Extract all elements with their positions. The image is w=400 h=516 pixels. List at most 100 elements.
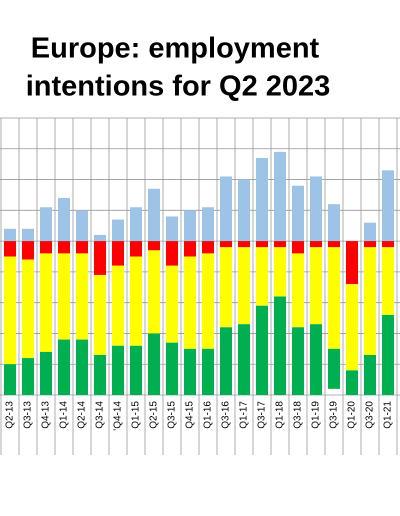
bar-segment <box>4 241 16 257</box>
bar-segment <box>40 253 52 352</box>
x-tick-label: Q3-15 <box>167 401 178 429</box>
x-tick-label: Q2-15 <box>149 401 160 429</box>
bar-segment <box>76 253 88 340</box>
bar-segment <box>184 348 196 395</box>
bar-segment <box>76 210 88 242</box>
bar-segment <box>22 259 34 359</box>
bar-segment <box>94 274 106 355</box>
bar-segment <box>202 253 214 349</box>
bar-segment <box>274 247 286 297</box>
bar-segment <box>382 241 394 248</box>
bar-segment <box>292 185 304 242</box>
x-tick-label: Q3-17 <box>257 401 268 429</box>
bar-segment <box>364 247 376 355</box>
bar-segment <box>346 241 358 285</box>
bar-segment <box>94 234 106 242</box>
x-tick-label: Q1-19 <box>311 401 322 429</box>
bar-segment <box>382 247 394 315</box>
bar-segment <box>166 342 178 395</box>
bar-segment <box>256 241 268 248</box>
x-tick-label: Q1-20 <box>347 401 358 429</box>
bar-segment <box>148 250 160 334</box>
bar-segment <box>22 241 34 260</box>
bar-segment <box>166 216 178 242</box>
bar-segment <box>238 179 250 242</box>
bar-segment <box>292 253 304 328</box>
bar-segment <box>238 241 250 248</box>
bar-segment <box>256 158 268 242</box>
bar-segment <box>40 351 52 395</box>
bar-segment <box>166 265 178 343</box>
x-tick-label: 'Q4-14 <box>113 401 124 431</box>
bar-segment <box>76 339 88 395</box>
bar-segment <box>310 241 322 248</box>
x-tick-label: Q3-18 <box>293 401 304 429</box>
bar-segment <box>130 345 142 395</box>
bar-segment <box>22 228 34 242</box>
x-tick-label: Q4-13 <box>41 401 52 429</box>
bar-segment <box>40 207 52 242</box>
bar-segment <box>274 151 286 242</box>
bar-segment <box>292 241 304 254</box>
bar-segment <box>130 256 142 346</box>
x-tick-label: Q1-15 <box>131 401 142 429</box>
x-tick-label: Q2-13 <box>5 401 16 429</box>
bar-segment <box>328 247 340 349</box>
bar-segment <box>364 222 376 242</box>
bar-segment <box>238 324 250 395</box>
bar-segment <box>40 241 52 254</box>
bar-segment <box>220 327 232 395</box>
bar-segment <box>328 204 340 242</box>
bar-segment <box>310 176 322 242</box>
bar-segment <box>76 241 88 254</box>
bar-segment <box>58 241 70 254</box>
bar-segment <box>4 364 16 395</box>
x-tick-label: Q3-16 <box>221 401 232 429</box>
x-tick-label: Q3-14 <box>95 401 106 429</box>
bar-segment <box>130 207 142 242</box>
bar-segment <box>148 188 160 242</box>
bar-segment <box>184 256 196 349</box>
bar-segment <box>112 265 124 346</box>
x-tick-label: Q3-20 <box>365 401 376 429</box>
bar-segment <box>202 348 214 395</box>
bar-segment <box>256 247 268 306</box>
bar-segment <box>310 247 322 325</box>
x-tick-label: Q1-17 <box>239 401 250 429</box>
x-tick-label: Q1-21 <box>383 401 394 429</box>
x-tick-label: Q1-14 <box>59 401 70 429</box>
bar-segment <box>220 176 232 242</box>
bar-segment <box>364 241 376 248</box>
bar-segment <box>166 241 178 266</box>
bar-segment <box>58 339 70 395</box>
bar-segment <box>238 247 250 325</box>
x-tick-label: Q3-19 <box>329 401 340 429</box>
bar-segment <box>184 210 196 242</box>
bar-segment <box>346 284 358 371</box>
bar-segment <box>346 370 358 395</box>
bar-segment <box>112 345 124 395</box>
bar-segment <box>274 241 286 248</box>
bar-segment <box>220 247 232 328</box>
bar-segment <box>364 354 376 395</box>
bar-segment <box>328 348 340 389</box>
chart-title: intentions for Q2 2023 <box>26 71 331 103</box>
bar-segment <box>292 327 304 395</box>
bar-segment <box>112 219 124 242</box>
x-tick-label: Q1-18 <box>275 401 286 429</box>
bar-segment <box>4 256 16 365</box>
bar-segment <box>202 241 214 254</box>
bar-segment <box>58 198 70 242</box>
bar-segment <box>274 296 286 395</box>
bar-segment <box>58 253 70 340</box>
bar-segment <box>4 228 16 242</box>
bar-segment <box>256 305 268 395</box>
bar-segment <box>220 241 232 248</box>
chart-title: Europe: employment <box>31 33 320 65</box>
x-tick-label: Q3-13 <box>23 401 34 429</box>
bar-segment <box>130 241 142 257</box>
bar-segment <box>202 207 214 242</box>
x-tick-label: Q4-15 <box>185 401 196 429</box>
bar-segment <box>328 241 340 248</box>
